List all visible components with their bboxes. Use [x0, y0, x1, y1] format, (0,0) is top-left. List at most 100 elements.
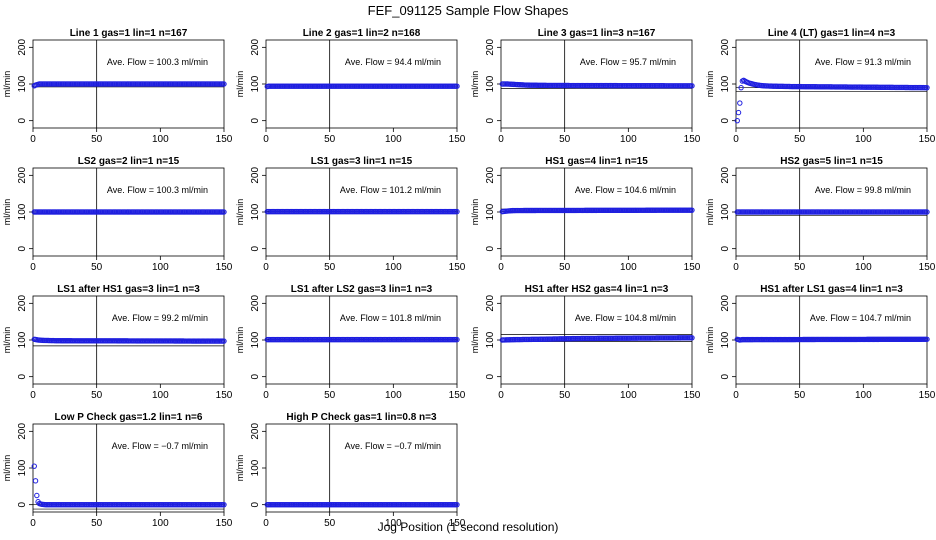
data-series: [734, 209, 930, 215]
chart-panel: Line 1 gas=1 lin=1 n=167 Ave. Flow = 100.…: [2, 28, 233, 145]
x-tick-label: 150: [684, 134, 701, 145]
data-point: [221, 338, 227, 344]
x-tick-label: 150: [919, 262, 936, 273]
x-tick-label: 0: [263, 390, 269, 401]
x-tick-label: 100: [152, 262, 169, 273]
y-tick-label: 0: [485, 245, 496, 251]
x-tick-label: 0: [263, 134, 269, 145]
y-tick-label: 200: [485, 167, 496, 184]
x-tick-label: 50: [91, 518, 103, 529]
chart-panel: LS1 after HS1 gas=3 lin=1 n=3 Ave. Flow =…: [2, 284, 233, 401]
data-point: [924, 209, 930, 215]
x-tick-label: 0: [733, 390, 739, 401]
panels-grid: Line 1 gas=1 lin=1 n=167 Ave. Flow = 100.…: [2, 28, 936, 529]
y-axis-label: ml/min: [2, 327, 12, 354]
y-tick-label: 0: [17, 245, 28, 251]
y-axis-label: ml/min: [470, 71, 480, 98]
figure-title: FEF_091125 Sample Flow Shapes: [368, 3, 569, 18]
data-point: [454, 501, 460, 508]
data-series: [499, 207, 695, 215]
y-tick-label: 0: [250, 373, 261, 379]
data-point: [735, 109, 742, 116]
x-tick-label: 50: [794, 390, 806, 401]
chart-panel: HS1 after LS1 gas=4 lin=1 n=3 Ave. Flow =…: [705, 284, 936, 401]
y-tick-label: 0: [250, 117, 261, 123]
chart-panel: LS1 gas=3 lin=1 n=15 Ave. Flow = 101.2 ml…: [235, 156, 466, 273]
panel-title: Line 3 gas=1 lin=3 n=167: [538, 28, 656, 39]
data-series: [499, 335, 695, 343]
y-tick-label: 0: [17, 117, 28, 123]
y-tick-label: 200: [250, 39, 261, 56]
x-tick-label: 100: [385, 390, 402, 401]
ave-flow-annotation: Ave. Flow = 91.3 ml/min: [815, 57, 911, 67]
y-tick-label: 0: [17, 501, 28, 507]
x-tick-label: 0: [733, 262, 739, 273]
x-tick-label: 150: [684, 390, 701, 401]
panel-title: LS2 gas=2 lin=1 n=15: [78, 156, 180, 167]
y-axis-label: ml/min: [705, 199, 715, 226]
y-tick-label: 200: [250, 295, 261, 312]
y-tick-label: 0: [485, 373, 496, 379]
x-tick-label: 0: [263, 262, 269, 273]
data-point: [221, 501, 227, 508]
data-series: [264, 83, 460, 90]
y-tick-label: 100: [17, 75, 28, 92]
y-tick-label: 200: [17, 167, 28, 184]
y-tick-label: 0: [17, 373, 28, 379]
plot-frame: [32, 423, 225, 513]
y-axis-label: ml/min: [705, 71, 715, 98]
y-tick-label: 200: [250, 167, 261, 184]
data-series: [264, 501, 460, 508]
panel-title: HS2 gas=5 lin=1 n=15: [780, 156, 883, 167]
data-series: [264, 336, 460, 343]
data-series: [734, 77, 930, 124]
y-tick-label: 0: [250, 501, 261, 507]
y-tick-label: 200: [720, 39, 731, 56]
x-tick-label: 150: [919, 390, 936, 401]
y-tick-label: 0: [720, 117, 731, 123]
y-tick-label: 0: [720, 373, 731, 379]
panel-title: Line 4 (LT) gas=1 lin=4 n=3: [768, 28, 896, 39]
x-tick-label: 100: [620, 134, 637, 145]
x-tick-label: 0: [30, 518, 36, 529]
data-series: [499, 81, 695, 89]
x-tick-label: 100: [152, 518, 169, 529]
y-axis-label: ml/min: [2, 199, 12, 226]
ave-flow-annotation: Ave. Flow = 101.2 ml/min: [340, 185, 441, 195]
panel-title: Low P Check gas=1.2 lin=1 n=6: [55, 412, 203, 423]
y-tick-label: 200: [250, 423, 261, 440]
y-tick-label: 0: [720, 245, 731, 251]
data-point: [454, 208, 460, 215]
ave-flow-annotation: Ave. Flow = 101.8 ml/min: [340, 313, 441, 323]
panel-title: HS1 after LS1 gas=4 lin=1 n=3: [760, 284, 903, 295]
x-tick-label: 150: [216, 518, 233, 529]
data-point: [689, 335, 695, 341]
y-tick-label: 100: [17, 331, 28, 348]
x-tick-label: 150: [449, 518, 466, 529]
y-tick-label: 100: [720, 75, 731, 92]
ave-flow-annotation: Ave. Flow = 104.6 ml/min: [575, 185, 676, 195]
x-tick-label: 100: [385, 134, 402, 145]
data-point: [221, 81, 227, 87]
y-tick-label: 200: [17, 295, 28, 312]
ave-flow-annotation: Ave. Flow = −0.7 ml/min: [345, 441, 441, 451]
y-axis-label: ml/min: [470, 327, 480, 354]
x-tick-label: 100: [620, 390, 637, 401]
y-tick-label: 100: [250, 203, 261, 220]
data-point: [924, 336, 930, 342]
plot-frame: [265, 423, 458, 513]
data-point: [689, 207, 695, 213]
x-tick-label: 150: [919, 134, 936, 145]
panel-title: LS1 after LS2 gas=3 lin=1 n=3: [291, 284, 433, 295]
x-tick-label: 150: [216, 262, 233, 273]
x-tick-label: 50: [559, 262, 571, 273]
chart-panel: Line 2 gas=1 lin=2 n=168 Ave. Flow = 94.4…: [235, 28, 466, 145]
y-axis-label: ml/min: [235, 455, 245, 482]
x-tick-label: 50: [91, 262, 103, 273]
x-tick-label: 50: [324, 262, 336, 273]
data-series: [264, 208, 460, 215]
ave-flow-annotation: Ave. Flow = 95.7 ml/min: [580, 57, 676, 67]
x-tick-label: 100: [385, 518, 402, 529]
data-series: [31, 209, 227, 215]
